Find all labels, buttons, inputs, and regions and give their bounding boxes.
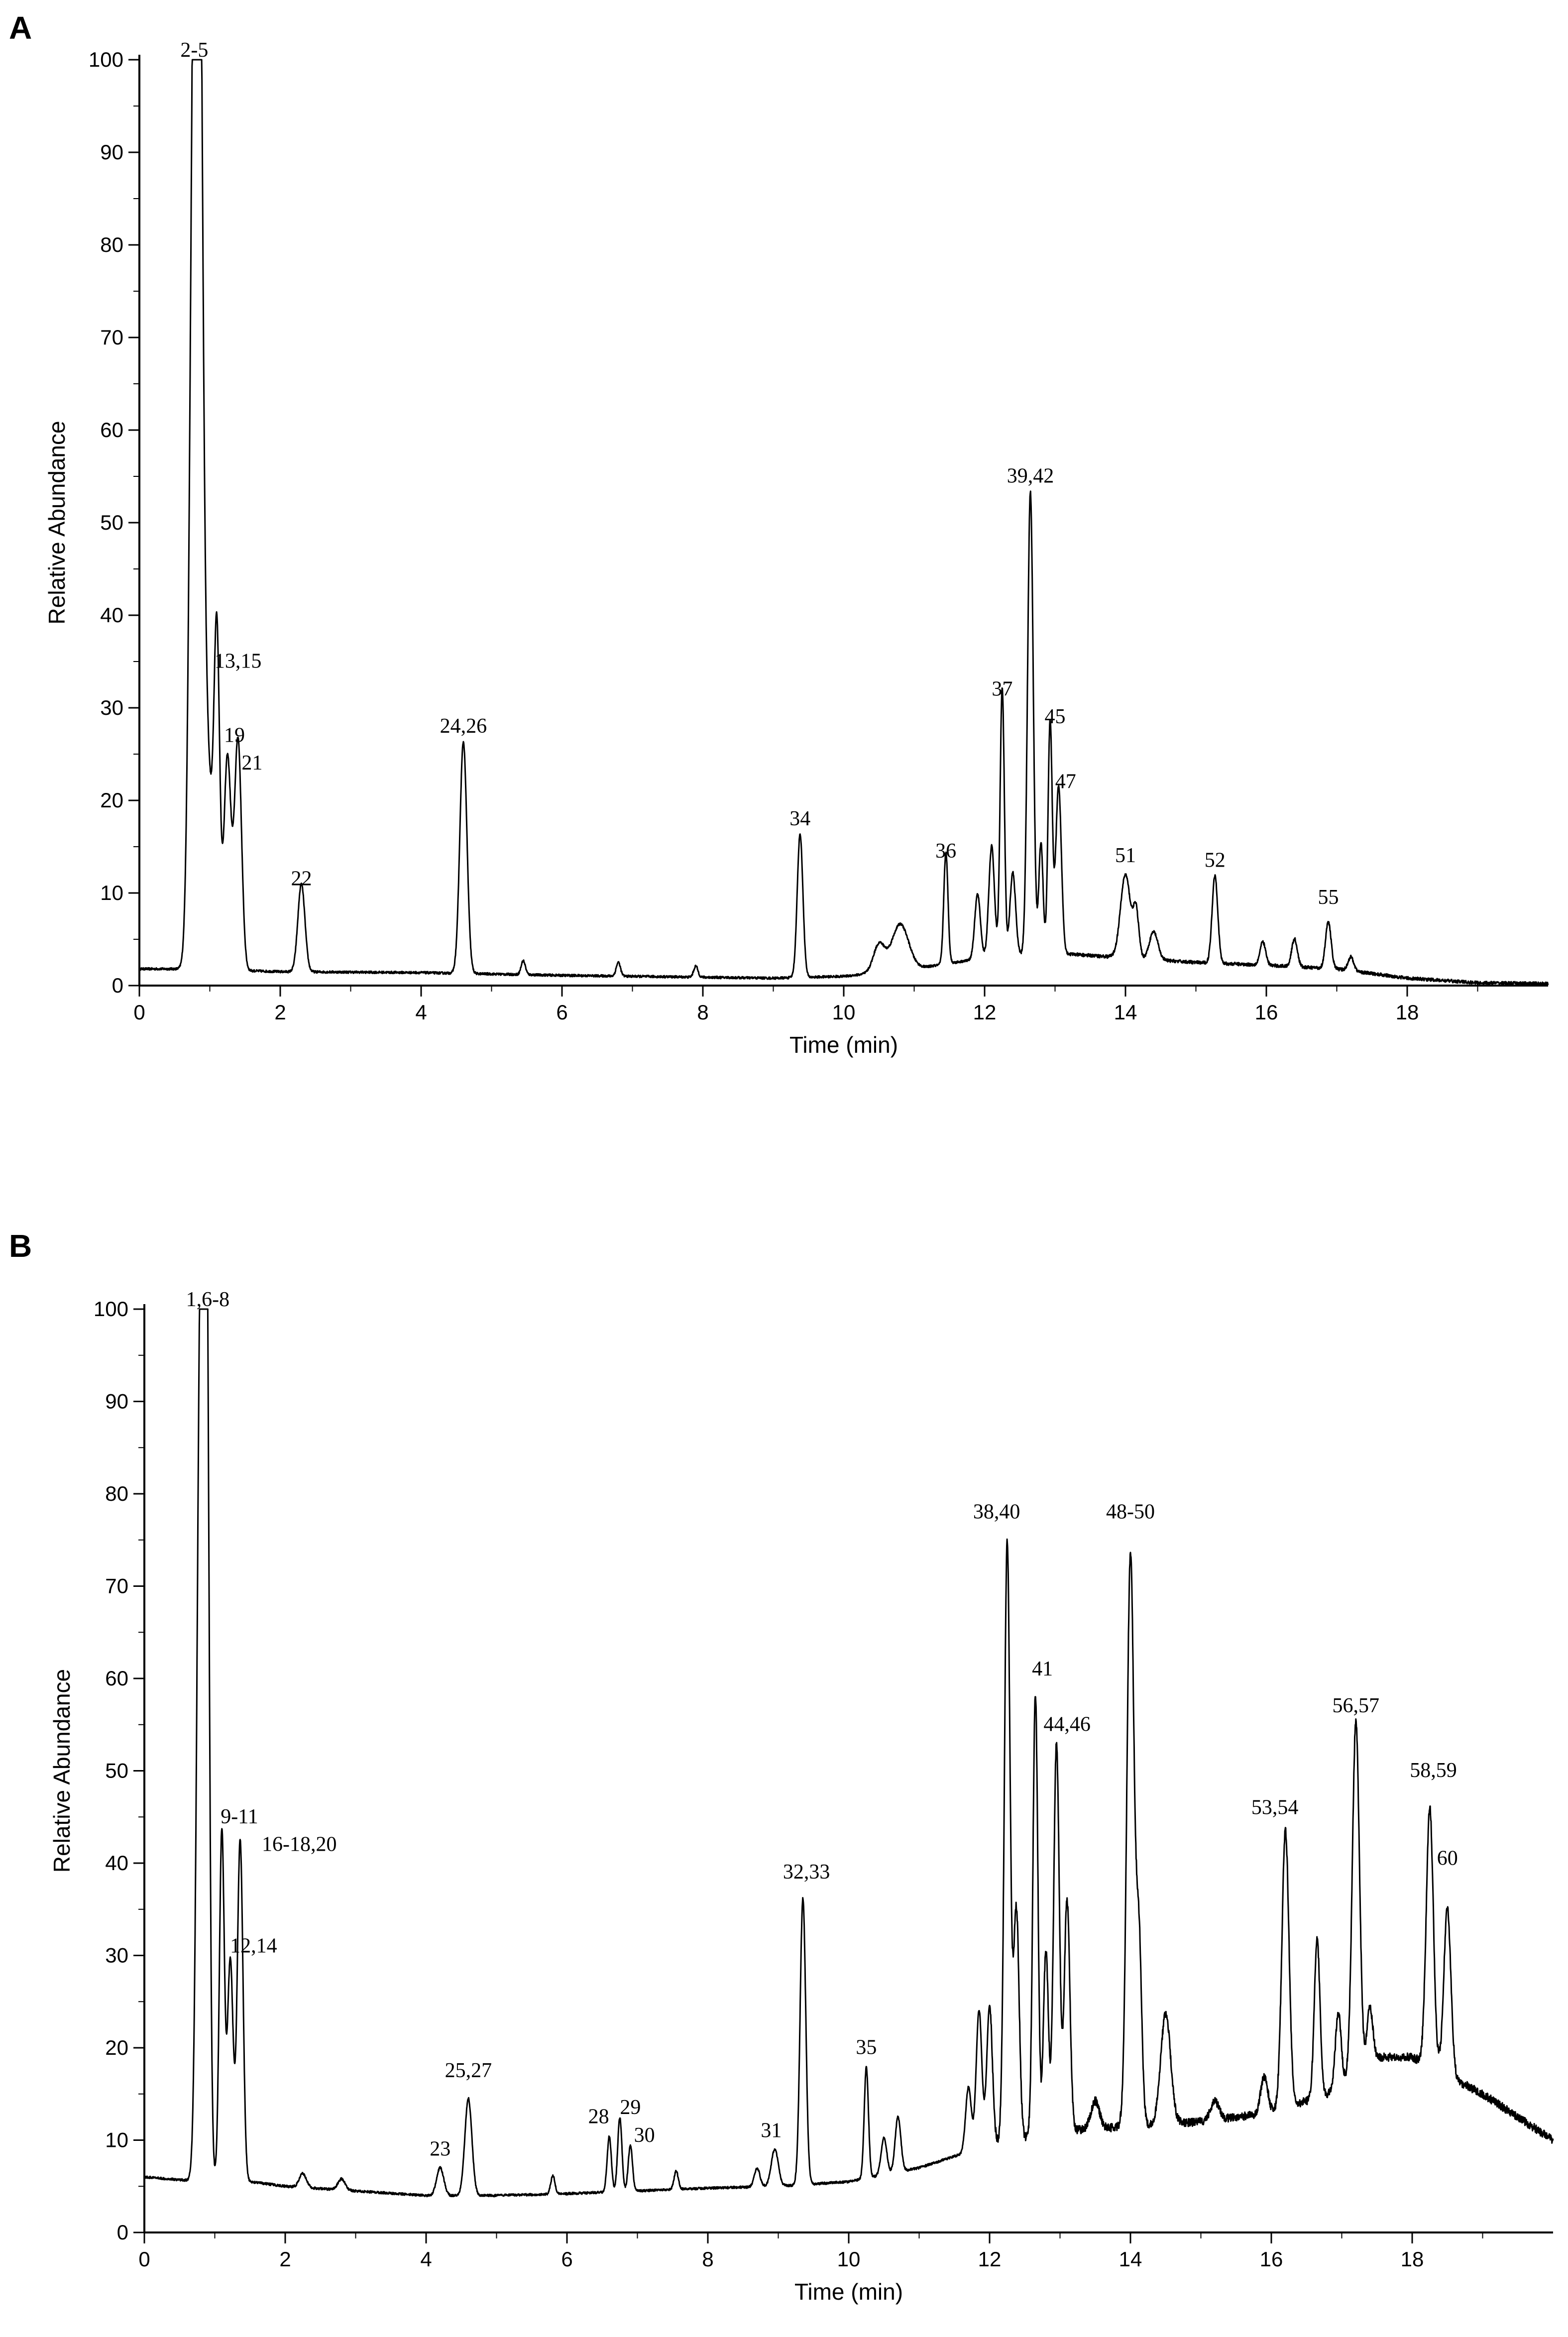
x-tick-label: 12 [973,1001,997,1024]
y-axis-label: Relative Abundance [44,421,70,624]
peak-label: 25,27 [445,2059,492,2082]
y-tick-label: 60 [100,418,123,442]
peak-label: 41 [1032,1658,1053,1680]
chart-panel-a: A 0 10 20 30 40 50 60 70 80 90 100 0 2 4 6 8 10 12 14 16 18 Ti… [9,10,1549,1058]
peak-label: 24,26 [440,715,487,738]
y-tick-label: 20 [105,2036,128,2059]
x-tick-label: 14 [1119,2247,1142,2271]
peak-label: 23 [430,2138,450,2161]
y-tick-label: 40 [105,1851,128,1875]
peak-label: 48-50 [1106,1501,1155,1524]
x-tick-label: 6 [556,1001,567,1024]
y-tick-label: 40 [100,603,123,627]
peak-label: 47 [1055,770,1076,793]
y-tick-label: 60 [105,1667,128,1690]
y-tick-label: 20 [100,788,123,812]
peak-label: 52 [1205,849,1226,872]
y-tick-label: 80 [100,233,123,256]
y-tick-label: 50 [100,511,123,534]
peak-label: 37 [992,677,1012,700]
peak-label: 31 [761,2119,782,2142]
x-tick-label: 10 [837,2247,861,2271]
x-tick-label: 2 [279,2247,291,2271]
y-tick-label: 100 [94,1297,128,1321]
x-tick-label: 10 [832,1001,856,1024]
x-tick-label: 8 [702,2247,713,2271]
peak-label: 53,54 [1251,1796,1299,1819]
y-tick-label: 70 [105,1574,128,1598]
peak-label: 32,33 [783,1861,830,1884]
peak-label: 36 [935,840,956,863]
y-tick-label: 90 [100,140,123,164]
peak-label: 55 [1318,886,1339,909]
y-tick-label: 30 [105,1944,128,1967]
peak-label: 2-5 [180,39,208,62]
x-tick-label: 16 [1255,1001,1278,1024]
peak-label: 34 [789,807,810,830]
y-tick-label: 90 [105,1390,128,1413]
y-tick-label: 10 [105,2128,128,2152]
peak-label: 56,57 [1333,1694,1380,1717]
x-tick-label: 0 [133,1001,145,1024]
x-tick-label: 6 [561,2247,572,2271]
x-tick-label: 4 [415,1001,427,1024]
x-axis-label: Time (min) [794,2279,903,2305]
peak-label: 28 [588,2106,609,2128]
y-tick-label: 70 [100,326,123,349]
peak-label: 30 [634,2124,655,2147]
x-tick-label: 16 [1260,2247,1283,2271]
x-tick-label: 2 [274,1001,286,1024]
peak-label: 19 [224,724,245,747]
y-tick-label: 50 [105,1759,128,1782]
x-tick-label: 14 [1114,1001,1137,1024]
y-tick-label: 100 [89,48,123,71]
peak-label: 60 [1437,1847,1458,1870]
peak-label: 45 [1045,705,1066,728]
peak-label: 22 [291,868,312,890]
peak-label: 35 [856,2036,877,2059]
peak-label: 1,6-8 [186,1288,230,1311]
chromatogram-trace [143,1308,1554,2198]
peak-label: 12,14 [230,1935,277,1958]
panel-letter: A [9,10,32,46]
peak-label: 51 [1115,844,1136,867]
chromatogram-trace [138,59,1549,986]
x-tick-label: 8 [697,1001,708,1024]
y-tick-label: 10 [100,881,123,904]
panel-letter: B [9,1228,32,1264]
peak-label: 21 [241,752,262,775]
x-tick-label: 12 [978,2247,1002,2271]
peak-label: 9-11 [221,1805,258,1828]
x-tick-label: 18 [1396,1001,1419,1024]
y-tick-label: 0 [117,2221,128,2244]
y-axis-label: Relative Abundance [49,1669,75,1873]
y-tick-label: 80 [105,1482,128,1505]
peak-label: 39,42 [1007,465,1054,488]
peak-label: 38,40 [973,1501,1020,1524]
x-tick-label: 18 [1401,2247,1424,2271]
y-tick-label: 0 [112,974,123,997]
peak-label: 58,59 [1410,1759,1457,1782]
peak-label: 29 [620,2096,641,2119]
peak-label: 44,46 [1043,1713,1091,1736]
x-axis-label: Time (min) [789,1032,898,1058]
y-tick-label: 30 [100,696,123,719]
chart-panel-b: B 0 10 20 30 40 50 60 70 80 90 100 0 2 4 6 8 10 12 14 16 18 Ti… [9,1228,1554,2305]
x-tick-label: 0 [138,2247,150,2271]
peak-label: 16-18,20 [262,1833,337,1856]
x-tick-label: 4 [420,2247,432,2271]
peak-label: 13,15 [215,650,262,673]
